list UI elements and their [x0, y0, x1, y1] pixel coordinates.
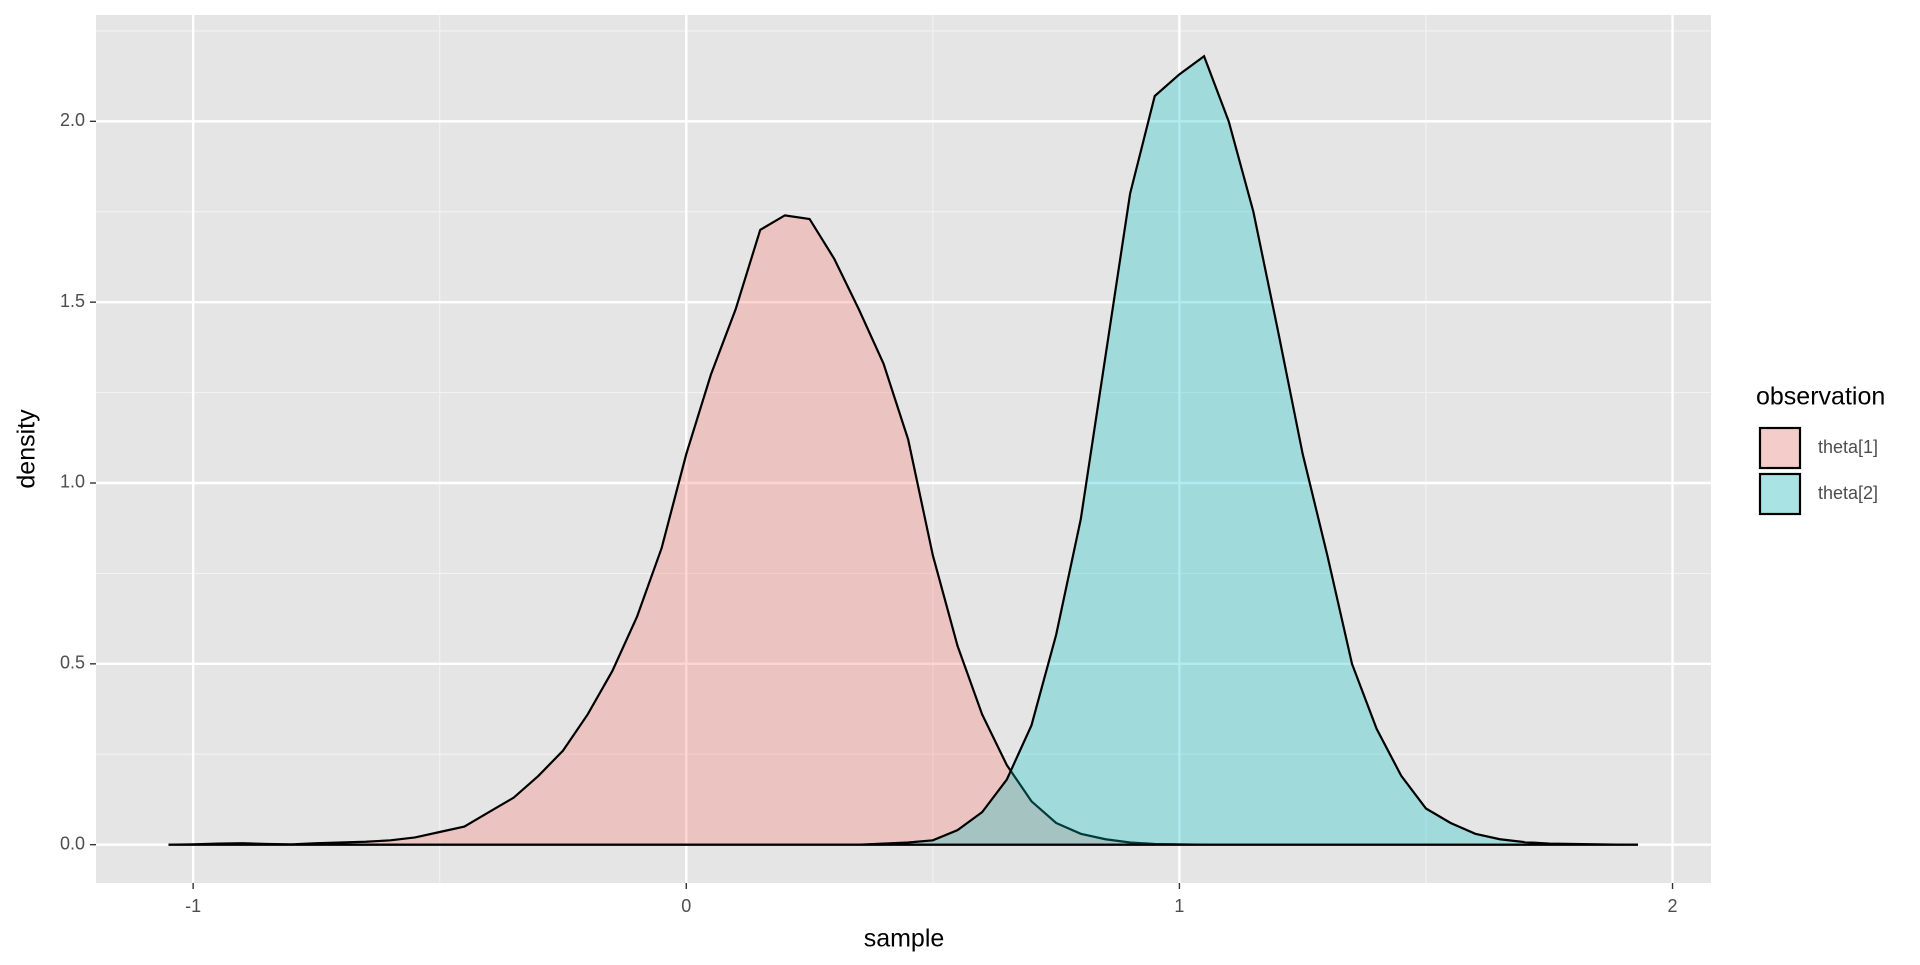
y-tick-label: 0.5	[60, 653, 85, 673]
y-tick-label: 1.5	[60, 291, 85, 311]
legend-title: observation	[1756, 383, 1885, 411]
x-axis-title: sample	[864, 925, 945, 953]
legend-key	[1759, 473, 1801, 515]
x-tick-label: -1	[185, 896, 201, 916]
legend-label: theta[2]	[1818, 483, 1878, 503]
legend-key	[1759, 427, 1801, 469]
legend-swatch	[1758, 426, 1802, 470]
y-axis-title: density	[13, 409, 41, 489]
density-area	[168, 54, 1639, 846]
x-tick-label: 0	[681, 896, 691, 916]
panel	[96, 15, 1711, 883]
y-tick-label: 1.0	[60, 472, 85, 492]
y-tick-label: 0.0	[60, 833, 85, 853]
legend-swatch	[1758, 472, 1802, 516]
legend-label: theta[1]	[1818, 437, 1878, 457]
y-tick-label: 2.0	[60, 110, 85, 130]
x-tick-label: 2	[1668, 896, 1678, 916]
x-tick-label: 1	[1174, 896, 1184, 916]
